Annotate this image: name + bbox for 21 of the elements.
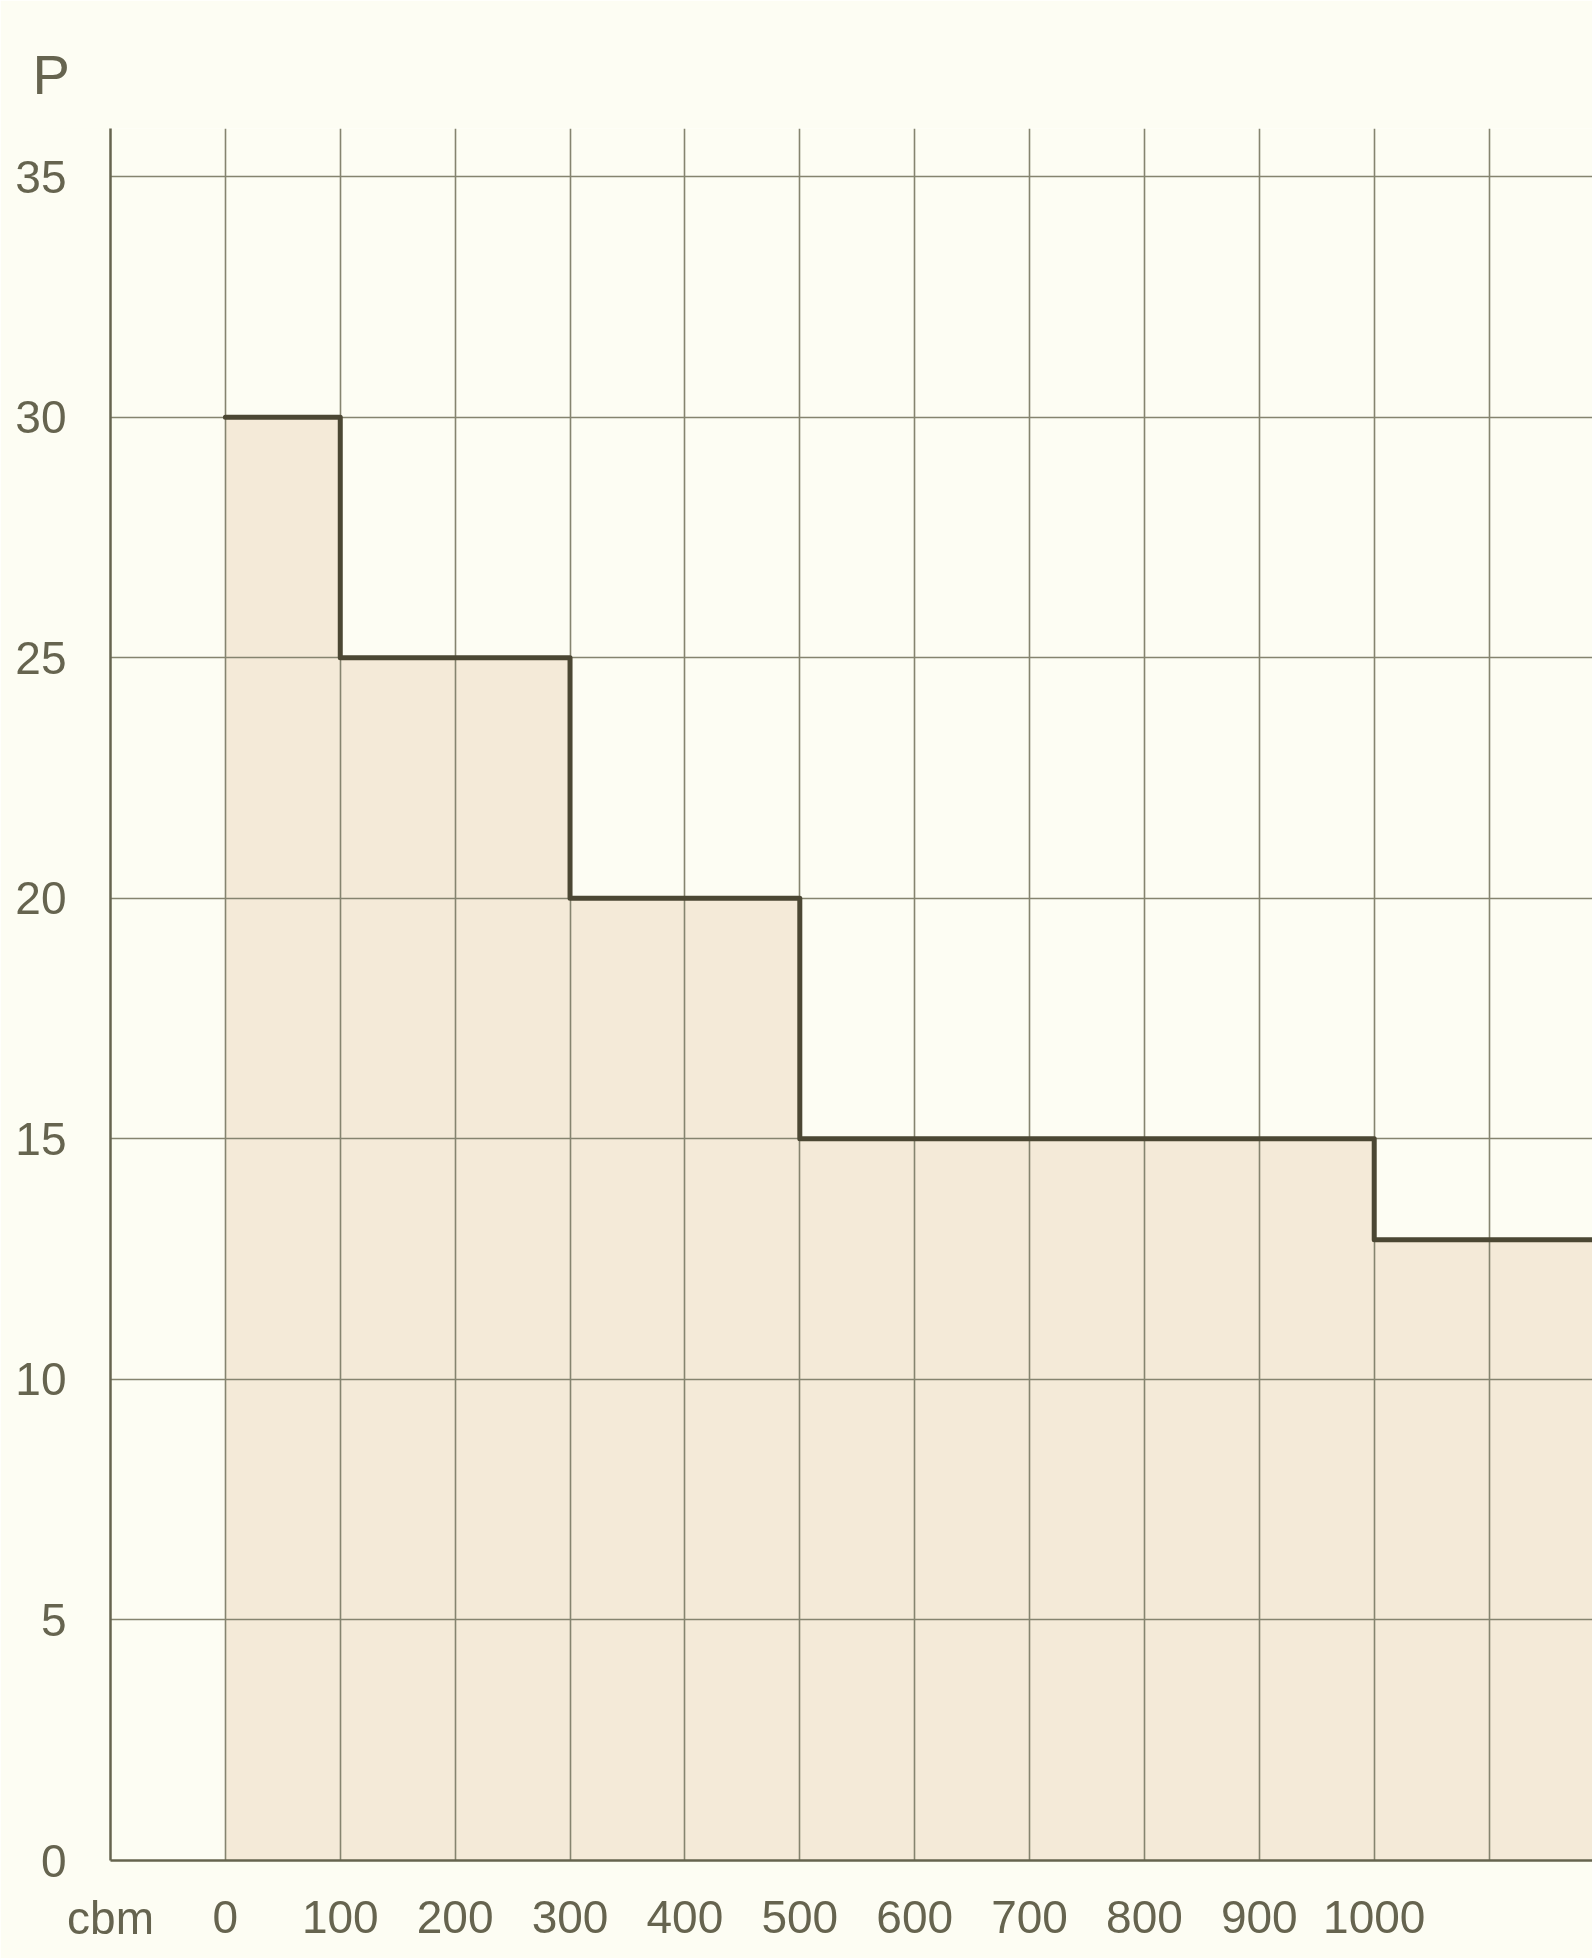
x-tick-label: 100 bbox=[301, 1890, 379, 1943]
y-axis-title: P bbox=[32, 42, 70, 106]
y-tick-label: 25 bbox=[15, 631, 67, 684]
x-tick-label: 700 bbox=[991, 1890, 1068, 1943]
x-tick-label: 900 bbox=[1220, 1890, 1298, 1943]
x-tick-label: 300 bbox=[531, 1890, 609, 1943]
x-tick-label: 600 bbox=[876, 1890, 954, 1943]
y-tick-label: 15 bbox=[15, 1112, 67, 1165]
y-tick-label: 10 bbox=[15, 1353, 67, 1406]
x-tick-label: 800 bbox=[1106, 1890, 1183, 1943]
x-axis-title: cbm bbox=[67, 1891, 154, 1944]
x-tick-label: 500 bbox=[761, 1890, 839, 1943]
x-tick-label: 1000 bbox=[1323, 1890, 1426, 1943]
x-tick-label: 200 bbox=[416, 1890, 494, 1943]
y-tick-label: 35 bbox=[15, 150, 67, 203]
y-tick-label: 20 bbox=[15, 872, 67, 925]
x-tick-label: 0 bbox=[212, 1890, 239, 1943]
y-tick-label: 0 bbox=[40, 1834, 67, 1887]
y-tick-label: 30 bbox=[15, 391, 67, 444]
x-tick-label: 400 bbox=[646, 1890, 724, 1943]
y-tick-label: 5 bbox=[40, 1593, 67, 1646]
